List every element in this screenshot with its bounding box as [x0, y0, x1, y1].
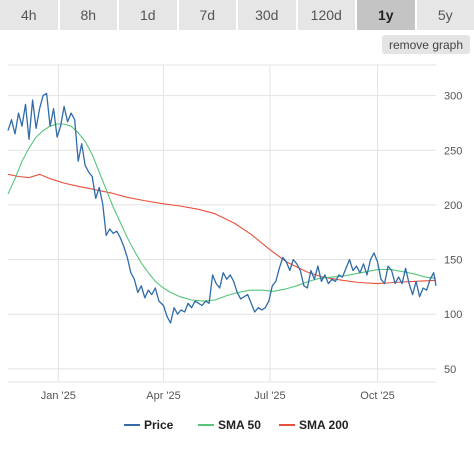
y-tick-label: 150 [444, 255, 462, 267]
y-tick-label: 50 [444, 364, 456, 376]
y-tick-label: 300 [444, 91, 462, 103]
price-chart: 50 100 150 200 250 300 Jan '25 Apr '25 Jul '25 Oc… [7, 64, 462, 432]
y-tick-label: 200 [444, 200, 462, 212]
tab-5y[interactable]: 5y [416, 0, 474, 30]
y-tick-label: 250 [444, 145, 462, 157]
tab-8h[interactable]: 8h [59, 0, 119, 30]
tab-1d[interactable]: 1d [119, 0, 179, 30]
tab-4h[interactable]: 4h [0, 0, 60, 30]
y-tick-label: 100 [444, 309, 462, 321]
x-tick-label: Apr '25 [146, 390, 181, 402]
x-tick-label: Oct '25 [360, 390, 395, 402]
series-line-sma-200 [7, 173, 437, 285]
legend-label-sma-200[interactable]: SMA 200 [299, 418, 349, 432]
tab-120d[interactable]: 120d [297, 0, 357, 30]
timeframe-tabs: 4h 8h 1d 7d 30d 120d 1y 5y [0, 0, 474, 30]
x-tick-label: Jan '25 [41, 390, 76, 402]
tab-7d[interactable]: 7d [178, 0, 238, 30]
legend-label-price[interactable]: Price [144, 418, 174, 432]
series-line-price [7, 92, 437, 324]
legend-label-sma-50[interactable]: SMA 50 [218, 418, 261, 432]
tab-1y[interactable]: 1y [357, 0, 417, 30]
tab-30d[interactable]: 30d [238, 0, 298, 30]
series-line-sma-50 [7, 123, 437, 302]
remove-graph-button[interactable]: remove graph [382, 35, 470, 54]
x-tick-label: Jul '25 [254, 390, 285, 402]
